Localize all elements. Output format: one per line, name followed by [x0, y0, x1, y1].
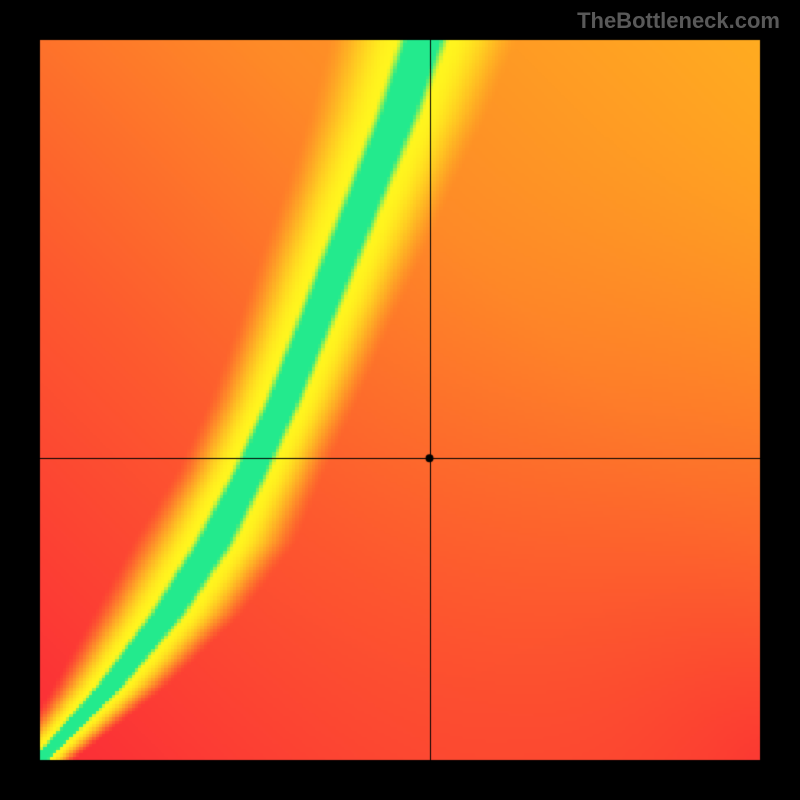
attribution-watermark: TheBottleneck.com [577, 8, 780, 34]
chart-stage: TheBottleneck.com [0, 0, 800, 800]
heatmap-canvas [0, 0, 800, 800]
